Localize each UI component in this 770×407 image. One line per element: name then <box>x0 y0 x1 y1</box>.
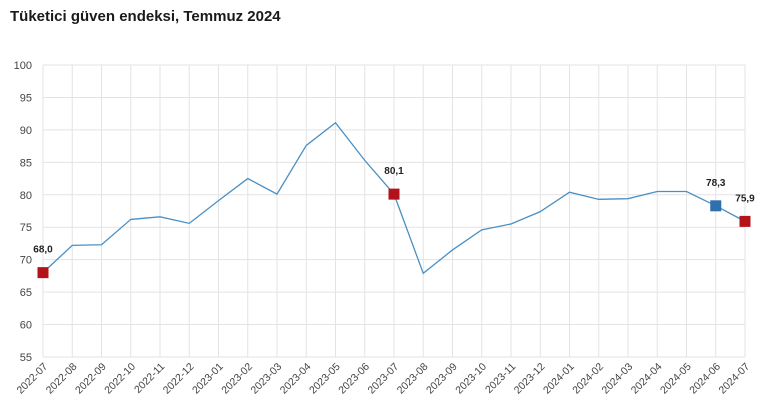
x-tick-label: 2024-01 <box>541 361 577 397</box>
data-label: 75,9 <box>735 193 755 204</box>
x-tick-label: 2023-02 <box>219 361 255 397</box>
highlight-markers <box>37 188 751 279</box>
x-tick-label: 2023-12 <box>512 361 548 397</box>
y-axis-ticks: 55 60 65 70 75 80 85 90 95 100 <box>14 60 32 364</box>
x-tick-label: 2023-10 <box>453 361 489 397</box>
x-tick-label: 2023-03 <box>248 361 284 397</box>
chart-title: Tüketici güven endeksi, Temmuz 2024 <box>10 8 281 25</box>
data-labels: 68,0 80,1 78,3 75,9 <box>33 166 755 256</box>
y-tick-label: 95 <box>20 92 32 104</box>
x-tick-label: 2022-08 <box>44 361 80 397</box>
y-tick-label: 60 <box>20 320 32 332</box>
x-tick-label: 2022-09 <box>73 361 109 397</box>
x-tick-label: 2023-09 <box>424 361 460 397</box>
x-tick-label: 2024-05 <box>658 361 694 397</box>
x-tick-label: 2024-06 <box>687 361 723 397</box>
data-label: 80,1 <box>384 166 404 177</box>
y-tick-label: 70 <box>20 255 32 267</box>
x-tick-label: 2023-08 <box>395 361 431 397</box>
x-tick-label: 2024-03 <box>599 361 635 397</box>
highlight-marker <box>710 200 722 212</box>
x-tick-label: 2023-07 <box>365 361 401 397</box>
x-tick-label: 2024-02 <box>570 361 606 397</box>
data-label: 68,0 <box>33 245 53 256</box>
y-tick-label: 85 <box>20 157 32 169</box>
y-tick-label: 100 <box>14 60 32 72</box>
x-axis-ticks: 2022-072022-082022-092022-102022-112022-… <box>14 361 752 397</box>
x-tick-label: 2024-04 <box>629 361 665 397</box>
highlight-marker <box>388 188 400 200</box>
x-tick-label: 2022-10 <box>102 361 138 397</box>
y-tick-label: 65 <box>20 287 32 299</box>
highlight-marker <box>37 267 49 279</box>
y-tick-label: 55 <box>20 352 32 364</box>
x-tick-label: 2022-07 <box>14 361 50 397</box>
x-tick-label: 2023-04 <box>278 361 314 397</box>
grid <box>42 64 746 358</box>
x-tick-label: 2024-07 <box>716 361 752 397</box>
highlight-marker <box>739 215 751 227</box>
y-tick-label: 75 <box>20 222 32 234</box>
data-label: 78,3 <box>706 178 726 189</box>
x-tick-label: 2023-01 <box>190 361 226 397</box>
x-tick-label: 2022-12 <box>161 361 197 397</box>
y-tick-label: 90 <box>20 125 32 137</box>
y-tick-label: 80 <box>20 190 32 202</box>
x-tick-label: 2023-05 <box>307 361 343 397</box>
x-tick-label: 2023-06 <box>336 361 372 397</box>
